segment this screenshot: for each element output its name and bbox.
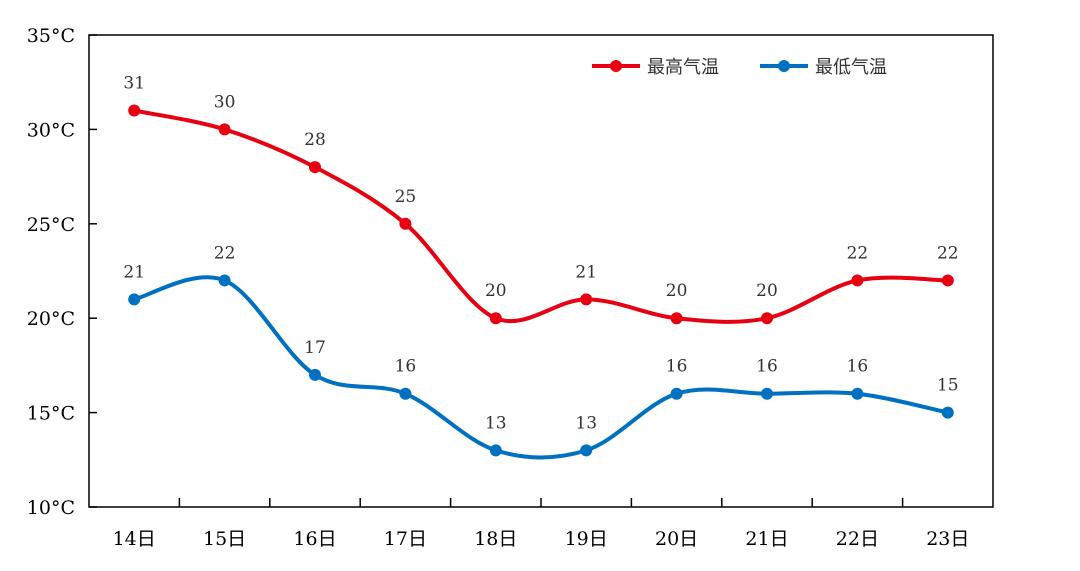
x-tick-label: 19日 [565,528,608,550]
data-label: 28 [304,130,326,150]
data-label: 30 [214,92,236,112]
data-label: 22 [214,243,236,263]
data-label: 20 [756,281,778,301]
x-tick-label: 22日 [836,528,879,550]
y-tick-label: 20°C [27,308,75,330]
x-tick-label: 17日 [384,528,427,550]
data-label: 22 [937,243,959,263]
x-tick-label: 18日 [474,528,517,550]
y-tick-label: 25°C [27,214,75,236]
data-label: 25 [395,187,417,207]
x-tick-label: 16日 [293,528,336,550]
data-label: 16 [847,357,869,377]
data-label: 16 [666,357,688,377]
series-high: 31 30 28 25 20 21 20 20 22 22 [123,74,959,325]
data-point [309,368,321,381]
data-label: 21 [123,262,145,282]
data-point [670,312,683,325]
data-label: 15 [937,376,959,396]
x-tick-label: 14日 [113,528,156,550]
data-point [309,161,321,174]
data-label: 13 [575,413,597,433]
data-point [761,312,773,325]
data-label: 17 [304,338,326,358]
data-label: 20 [485,281,507,301]
series-layer: 31 30 28 25 20 21 20 20 22 22 21 22 17 16 13 13 16 16 16 15 [123,74,959,460]
data-point [218,274,231,287]
data-point [128,104,141,117]
data-label: 22 [847,243,869,263]
data-label: 13 [485,413,507,433]
data-point [580,444,593,457]
data-point [399,387,412,400]
data-point [128,293,141,306]
series-line [132,275,950,460]
legend-label: 最低气温 [815,57,887,78]
legend-swatch-marker [778,60,790,72]
data-point [489,312,502,325]
legend: 最高气温 最低气温 [592,57,887,78]
series-low: 21 22 17 16 13 13 16 16 16 15 [123,243,959,460]
x-tick-label: 15日 [203,528,246,550]
x-axis: 14日 15日 16日 17日 18日 19日 20日 21日 22日 23日 [113,498,969,550]
data-label: 16 [756,357,778,377]
series-line [132,108,950,324]
y-axis: 10°C 15°C 20°C 25°C 30°C 35°C [27,25,97,519]
x-tick-label: 23日 [926,528,969,550]
legend-swatch-marker [610,60,622,72]
y-tick-label: 15°C [27,403,75,425]
x-tick-label: 21日 [745,528,788,550]
data-point [399,217,412,230]
data-point [218,123,231,136]
data-point [761,387,773,400]
data-point [851,387,864,400]
data-label: 31 [123,74,145,94]
y-tick-label: 10°C [27,497,75,519]
data-point [489,444,502,457]
data-point [580,293,593,306]
y-tick-label: 35°C [27,25,75,47]
data-label: 21 [575,262,597,282]
data-point [670,387,683,400]
legend-label: 最高气温 [647,57,719,78]
x-tick-label: 20日 [655,528,698,550]
data-point [941,406,954,419]
data-point [851,274,864,287]
data-label: 20 [666,281,688,301]
data-label: 16 [395,357,417,377]
data-point [941,274,954,287]
y-tick-label: 30°C [27,119,75,141]
